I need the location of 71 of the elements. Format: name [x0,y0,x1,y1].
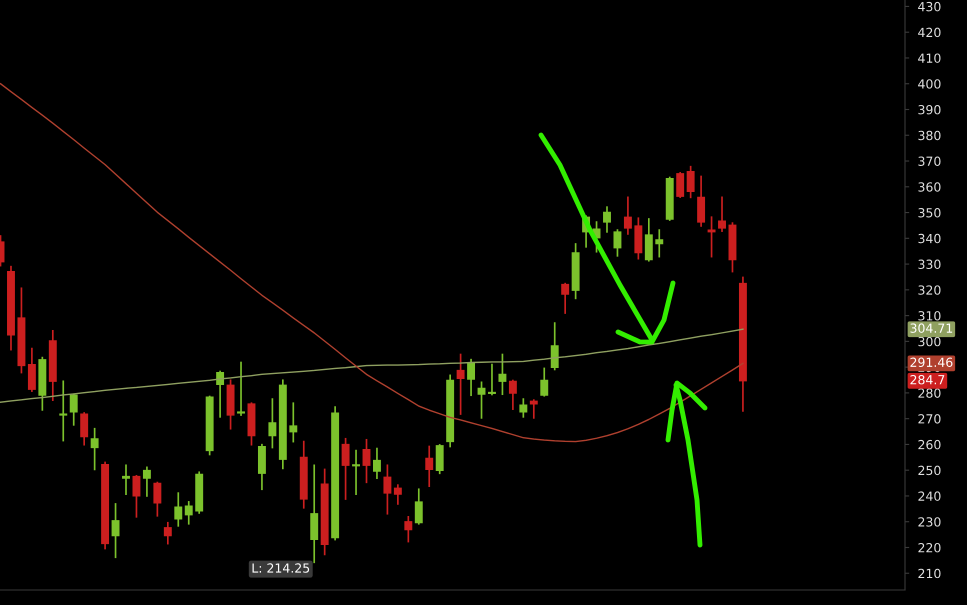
y-tick-label: 350 [918,208,941,218]
y-tick-label: 370 [918,156,941,166]
y-tick-label: 320 [918,285,941,295]
y-tick-label: 270 [918,414,941,424]
candlestick [342,438,350,500]
y-tick-label: 430 [918,2,941,12]
y-tick-label: 400 [918,79,941,89]
text: 304.71 [910,323,952,333]
candlestick [425,446,434,488]
y-tick-label: 280 [918,388,941,398]
candlestick [404,516,412,542]
candlestick [132,475,140,518]
candlestick [80,412,88,446]
candlestick [164,522,172,544]
y-tick-label: 260 [918,440,941,450]
candlestick [362,438,370,484]
candlestick [142,466,151,497]
candlestick [70,393,78,426]
candlestick [613,229,622,257]
candlestick [540,368,548,397]
candlestick [676,172,684,198]
y-tick-label: 210 [918,568,941,578]
y-tick-label: 310 [918,311,941,321]
candlestick [268,398,276,448]
annotation: L: 214.25 [252,563,310,573]
candlestick [90,428,99,470]
y-tick-label: 250 [918,466,941,476]
candlestick [467,358,476,396]
candlestick [498,354,506,396]
candlestick [112,503,120,558]
y-tick-label: 330 [918,260,941,270]
y-tick-label: 390 [918,104,941,114]
candlestick [184,501,193,525]
y-tick-label: 340 [918,234,941,244]
candlestick [519,398,528,418]
candlestick [394,484,402,505]
y-tick-label: 420 [918,28,941,38]
candlestick [174,492,182,527]
candlestick [122,464,130,495]
candlestick [383,464,392,515]
candlestick [478,382,486,419]
candlestick [530,399,538,419]
candlestick [718,196,726,232]
y-tick-label: 410 [918,53,941,63]
candlestick [289,402,298,442]
candlestick [508,380,517,410]
y-tick-label: 380 [918,130,941,140]
y-tick-label: 240 [918,491,941,501]
candlestick [655,229,664,258]
candlestick [153,482,162,517]
candlestick [414,488,423,525]
candlestick [59,380,68,442]
candlestick [708,216,716,258]
candlestick [624,196,632,235]
candlestick [237,362,245,416]
candlestick [686,166,695,198]
candlestick [488,364,496,396]
candlestick [352,450,360,495]
y-tick-label: 220 [918,542,941,552]
text: 284.7 [910,374,944,384]
candlestick [550,322,559,370]
y-tick-label: 360 [918,182,941,192]
candlestick [603,206,611,233]
y-tick-label: 230 [918,517,941,527]
candlestick [216,370,224,418]
candlestick [373,448,381,480]
candlestick [561,282,570,314]
text: 291.46 [910,358,952,368]
y-tick-label: 300 [918,336,941,346]
candlestick [456,354,465,415]
line-series [0,83,744,442]
